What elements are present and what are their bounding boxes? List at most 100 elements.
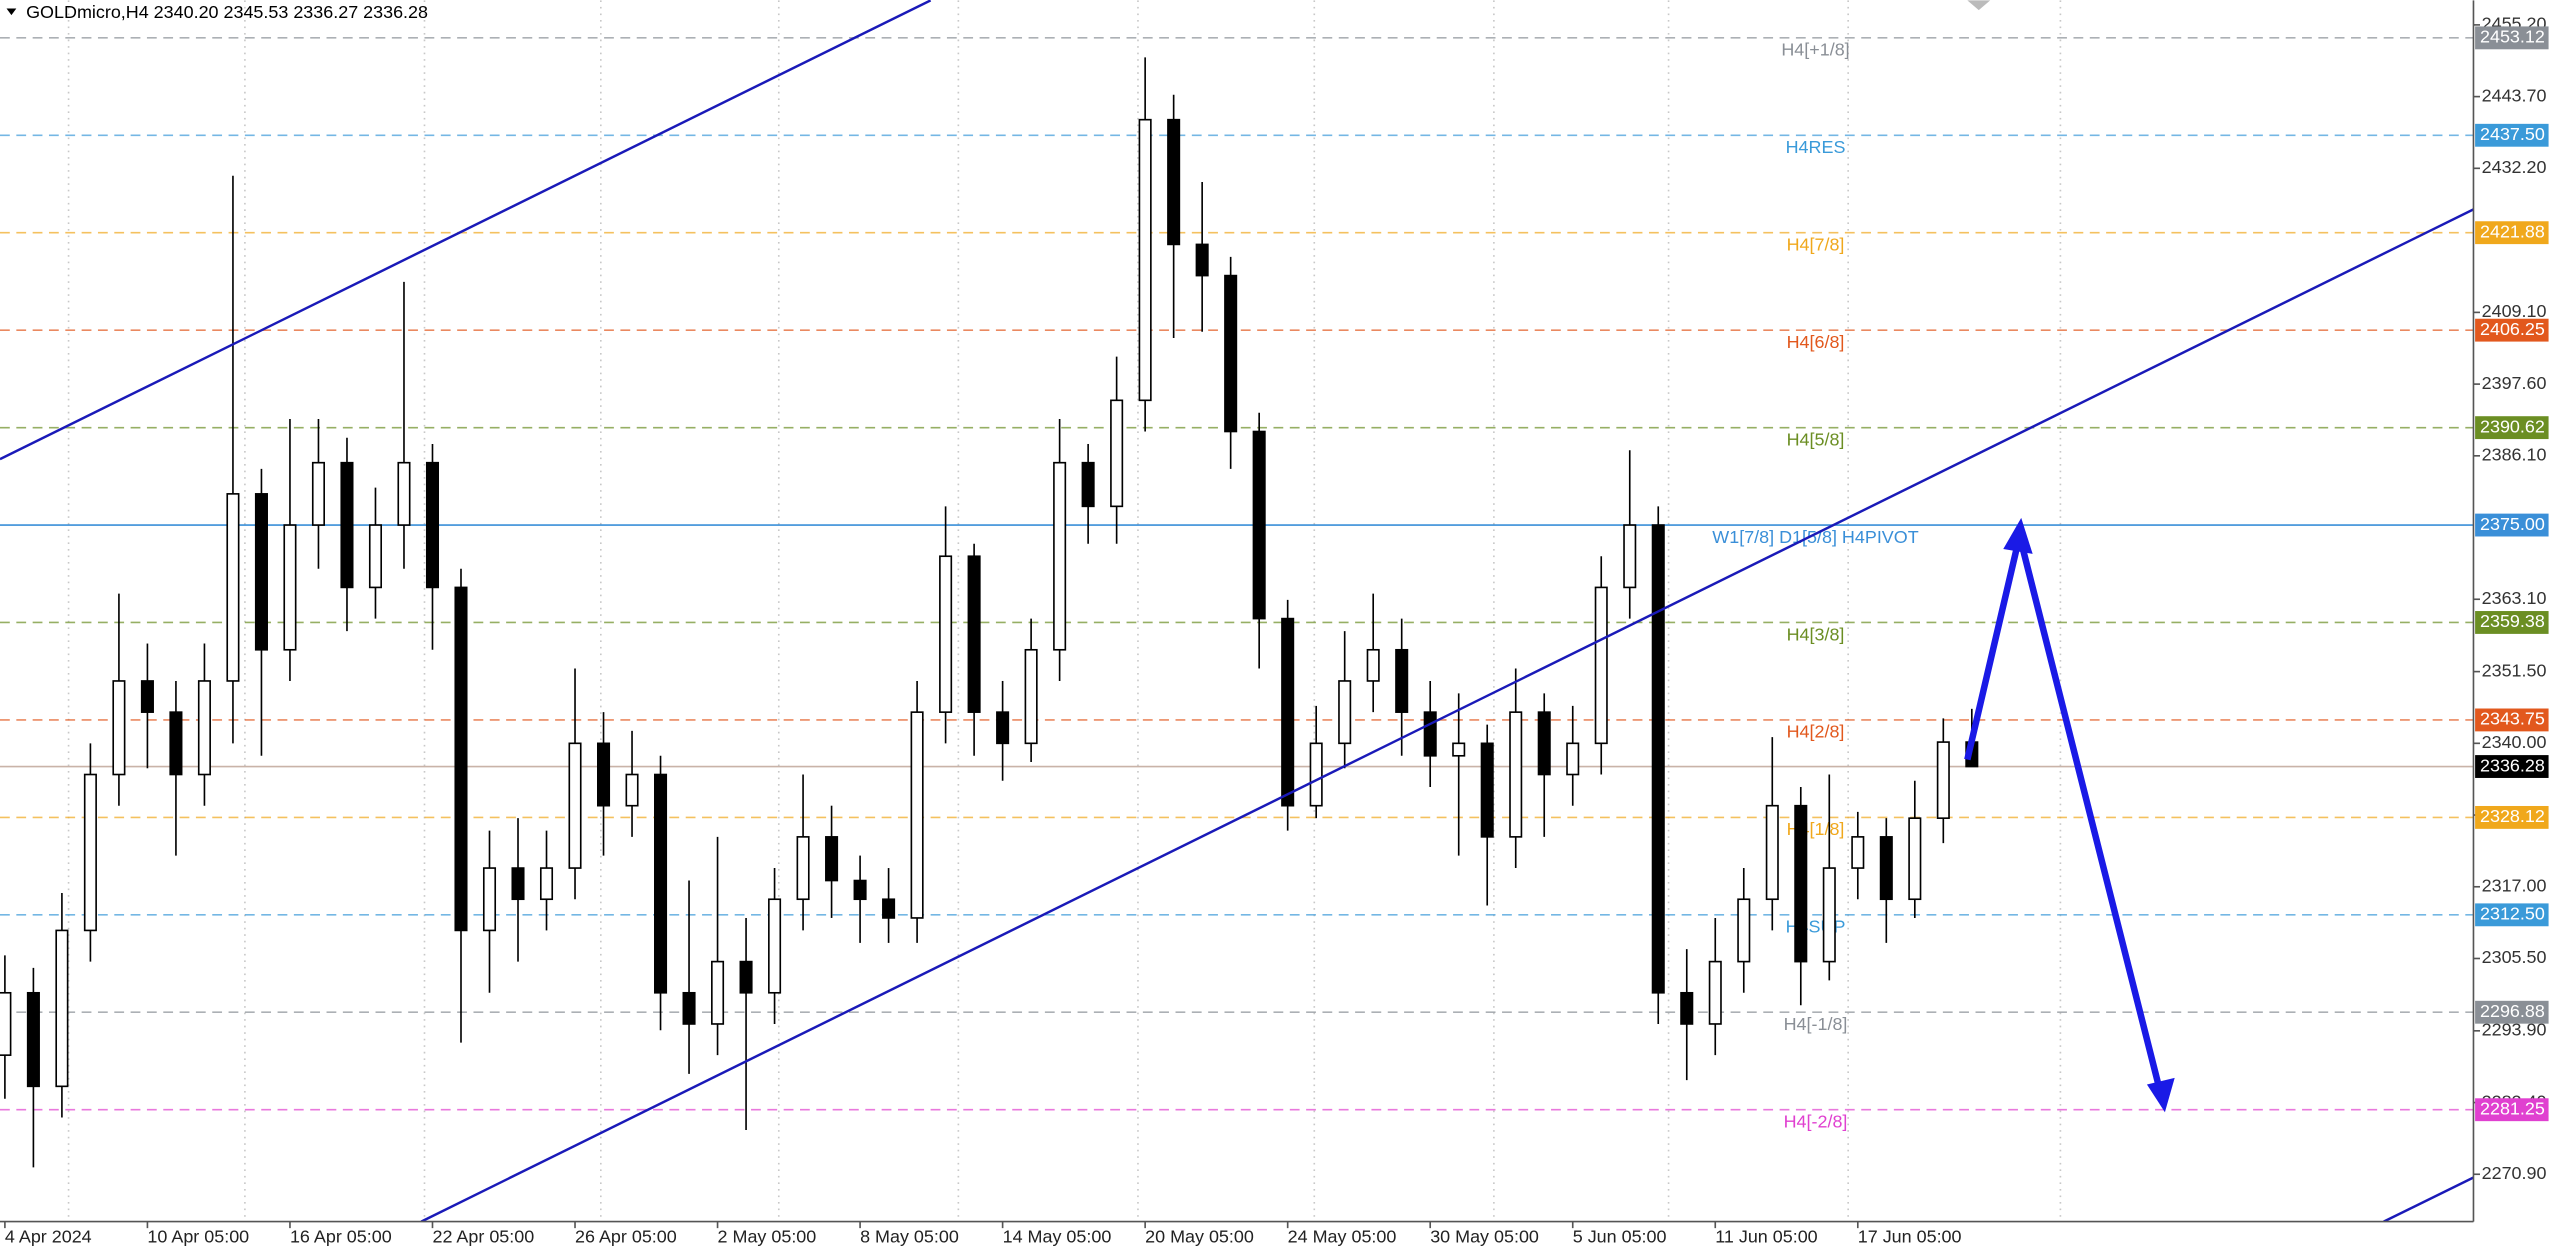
x-tick-label: 14 May 05:00: [1003, 1227, 1112, 1247]
candle-body: [1053, 461, 1067, 651]
level-label: H4[-2/8]: [1784, 1112, 1848, 1132]
candle-body: [55, 929, 69, 1088]
candle-body: [482, 867, 497, 932]
candle-body: [1509, 711, 1523, 838]
candle-body: [939, 555, 953, 713]
y-tick-label: 2351.50: [2482, 660, 2547, 680]
x-tick-label: 4 Apr 2024: [5, 1227, 92, 1247]
candle-body: [910, 711, 924, 919]
candle-body: [1566, 742, 1580, 776]
candle-body: [654, 773, 668, 994]
x-tick-label: 17 Jun 05:00: [1858, 1227, 1962, 1247]
x-tick-label: 24 May 05:00: [1288, 1227, 1397, 1247]
level-label: H4[-1/8]: [1784, 1014, 1848, 1034]
candle-body: [1395, 648, 1409, 713]
y-tick-label: 2397.60: [2482, 373, 2547, 393]
candle-body: [26, 991, 40, 1088]
x-tick-label: 20 May 05:00: [1145, 1227, 1254, 1247]
candle-body: [739, 960, 753, 994]
candle-body: [1167, 118, 1181, 246]
x-tick-label: 16 Apr 05:00: [290, 1227, 392, 1247]
y-tick-label: 2293.90: [2482, 1020, 2547, 1040]
candle-body: [1537, 711, 1551, 776]
candle-body: [1480, 742, 1494, 838]
price-box-label: 2328.12: [2480, 806, 2545, 826]
price-box: [2475, 805, 2549, 829]
y-tick-label: 2270.90: [2482, 1163, 2547, 1183]
candle-body: [1281, 617, 1295, 807]
candle-body: [768, 898, 782, 994]
price-box-label: 2375.00: [2480, 514, 2545, 534]
candle-body: [682, 991, 696, 1025]
arrow-head: [2146, 1077, 2175, 1113]
x-tick-label: 8 May 05:00: [860, 1227, 959, 1247]
vertical-grid: [67, 0, 2062, 1222]
x-tick-label: 26 Apr 05:00: [575, 1227, 677, 1247]
candle-body: [1138, 118, 1152, 402]
candle-body: [1309, 742, 1323, 807]
price-box: [2475, 221, 2549, 245]
candle-body: [1452, 742, 1466, 757]
level-label: H4[+1/8]: [1781, 40, 1849, 60]
candle-body: [1195, 243, 1209, 277]
candle-body: [625, 773, 639, 807]
candle-body: [1623, 524, 1637, 589]
candle-body: [1737, 898, 1751, 963]
price-box: [2475, 318, 2549, 342]
price-box: [2475, 611, 2549, 634]
candle-body: [1024, 648, 1038, 745]
candle-body: [1423, 711, 1437, 757]
price-box: [2475, 1098, 2549, 1122]
x-tick-label: 5 Jun 05:00: [1573, 1227, 1667, 1247]
price-box: [2475, 1000, 2549, 1024]
arrow-head: [2003, 517, 2033, 554]
price-box: [2475, 708, 2549, 732]
y-tick-label: 2386.10: [2482, 445, 2547, 465]
current-price-label: 2336.28: [2480, 755, 2545, 775]
candle-body: [197, 680, 211, 776]
level-label: H4[7/8]: [1787, 234, 1845, 254]
y-tick-label: 2317.00: [2482, 876, 2547, 896]
level-label: W1[7/8] D1[5/8] H4PIVOT: [1712, 527, 1918, 547]
candle-body: [882, 898, 896, 919]
price-box-label: 2406.25: [2480, 319, 2545, 339]
candle-body: [1110, 399, 1124, 508]
price-box: [2475, 416, 2549, 440]
level-label: H4RES: [1786, 137, 1846, 157]
price-box: [2475, 513, 2549, 537]
price-box-label: 2390.62: [2480, 416, 2545, 436]
price-box-label: 2437.50: [2480, 124, 2545, 144]
candle-body: [853, 879, 867, 901]
current-price-box: [2475, 755, 2549, 778]
candle-body: [112, 680, 126, 776]
candle-body: [568, 742, 582, 869]
candle-body: [311, 461, 325, 526]
candle-body: [1366, 648, 1380, 682]
candle-body: [283, 524, 297, 651]
candle-body: [1594, 586, 1608, 745]
level-label: H4[3/8]: [1787, 624, 1845, 644]
y-tick-label: 2340.00: [2482, 732, 2547, 752]
candle-body: [454, 586, 468, 932]
marker: [1967, 0, 1991, 11]
candle-body: [1879, 836, 1893, 901]
candle-body: [1338, 680, 1352, 745]
candle-body: [397, 461, 411, 526]
trend-line: [2383, 1176, 2475, 1223]
candle-body: [1708, 960, 1722, 1025]
price-box-label: 2359.38: [2480, 611, 2545, 631]
x-tick-label: 22 Apr 05:00: [432, 1227, 534, 1247]
candle-body: [340, 461, 354, 589]
price-box-label: 2453.12: [2480, 27, 2545, 47]
candle-body: [1794, 804, 1808, 963]
x-tick-label: 30 May 05:00: [1430, 1227, 1539, 1247]
candle-body: [596, 742, 611, 807]
y-tick-label: 2363.10: [2482, 588, 2547, 608]
level-label: H4[2/8]: [1787, 722, 1845, 742]
candle-body: [0, 991, 12, 1056]
candles: [0, 57, 1979, 1168]
price-box: [2475, 26, 2549, 50]
price-box: [2475, 903, 2549, 927]
